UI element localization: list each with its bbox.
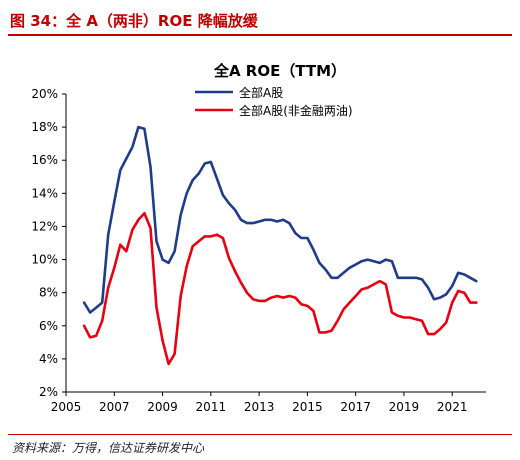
y-tick-label: 16%	[31, 153, 58, 167]
x-tick-label: 2021	[437, 400, 468, 414]
legend-label-1: 全部A股	[239, 85, 283, 100]
series-line-2	[82, 211, 478, 366]
y-tick-label: 2%	[39, 385, 58, 399]
y-tick-label: 12%	[31, 219, 58, 233]
x-tick-label: 2015	[292, 400, 323, 414]
x-tick-label: 2013	[244, 400, 275, 414]
roe-line-chart: 全A ROE（TTM） 2% 4% 6% 8% 10% 12% 14% 16% 18% 20% 200…	[31, 62, 486, 414]
x-tick-label: 2019	[389, 400, 420, 414]
x-tick-label: 2011	[196, 400, 227, 414]
x-tick-label: 2009	[147, 400, 178, 414]
figure-header: 图 34：全 A（两非）ROE 降幅放缓	[8, 6, 512, 36]
y-tick-label: 6%	[39, 319, 58, 333]
y-tick-label: 20%	[31, 87, 58, 101]
legend-label-2: 全部A股(非金融两油)	[239, 103, 353, 118]
y-tick-label: 8%	[39, 286, 58, 300]
y-tick-label: 14%	[31, 186, 58, 200]
chart-title: 全A ROE（TTM）	[213, 62, 346, 80]
series-line-1	[82, 125, 478, 314]
y-tick-label: 10%	[31, 253, 58, 267]
figure-footer: 资料来源：万得，信达证券研发中心	[8, 434, 512, 455]
y-tick-label: 18%	[31, 120, 58, 134]
x-tick-label: 2005	[51, 400, 82, 414]
figure-caption: 图 34：全 A（两非）ROE 降幅放缓	[10, 12, 258, 30]
x-tick-label: 2007	[99, 400, 130, 414]
x-tick-label: 2017	[340, 400, 371, 414]
y-tick-label: 4%	[39, 352, 58, 366]
source-note: 资料来源：万得，信达证券研发中心	[12, 441, 205, 455]
